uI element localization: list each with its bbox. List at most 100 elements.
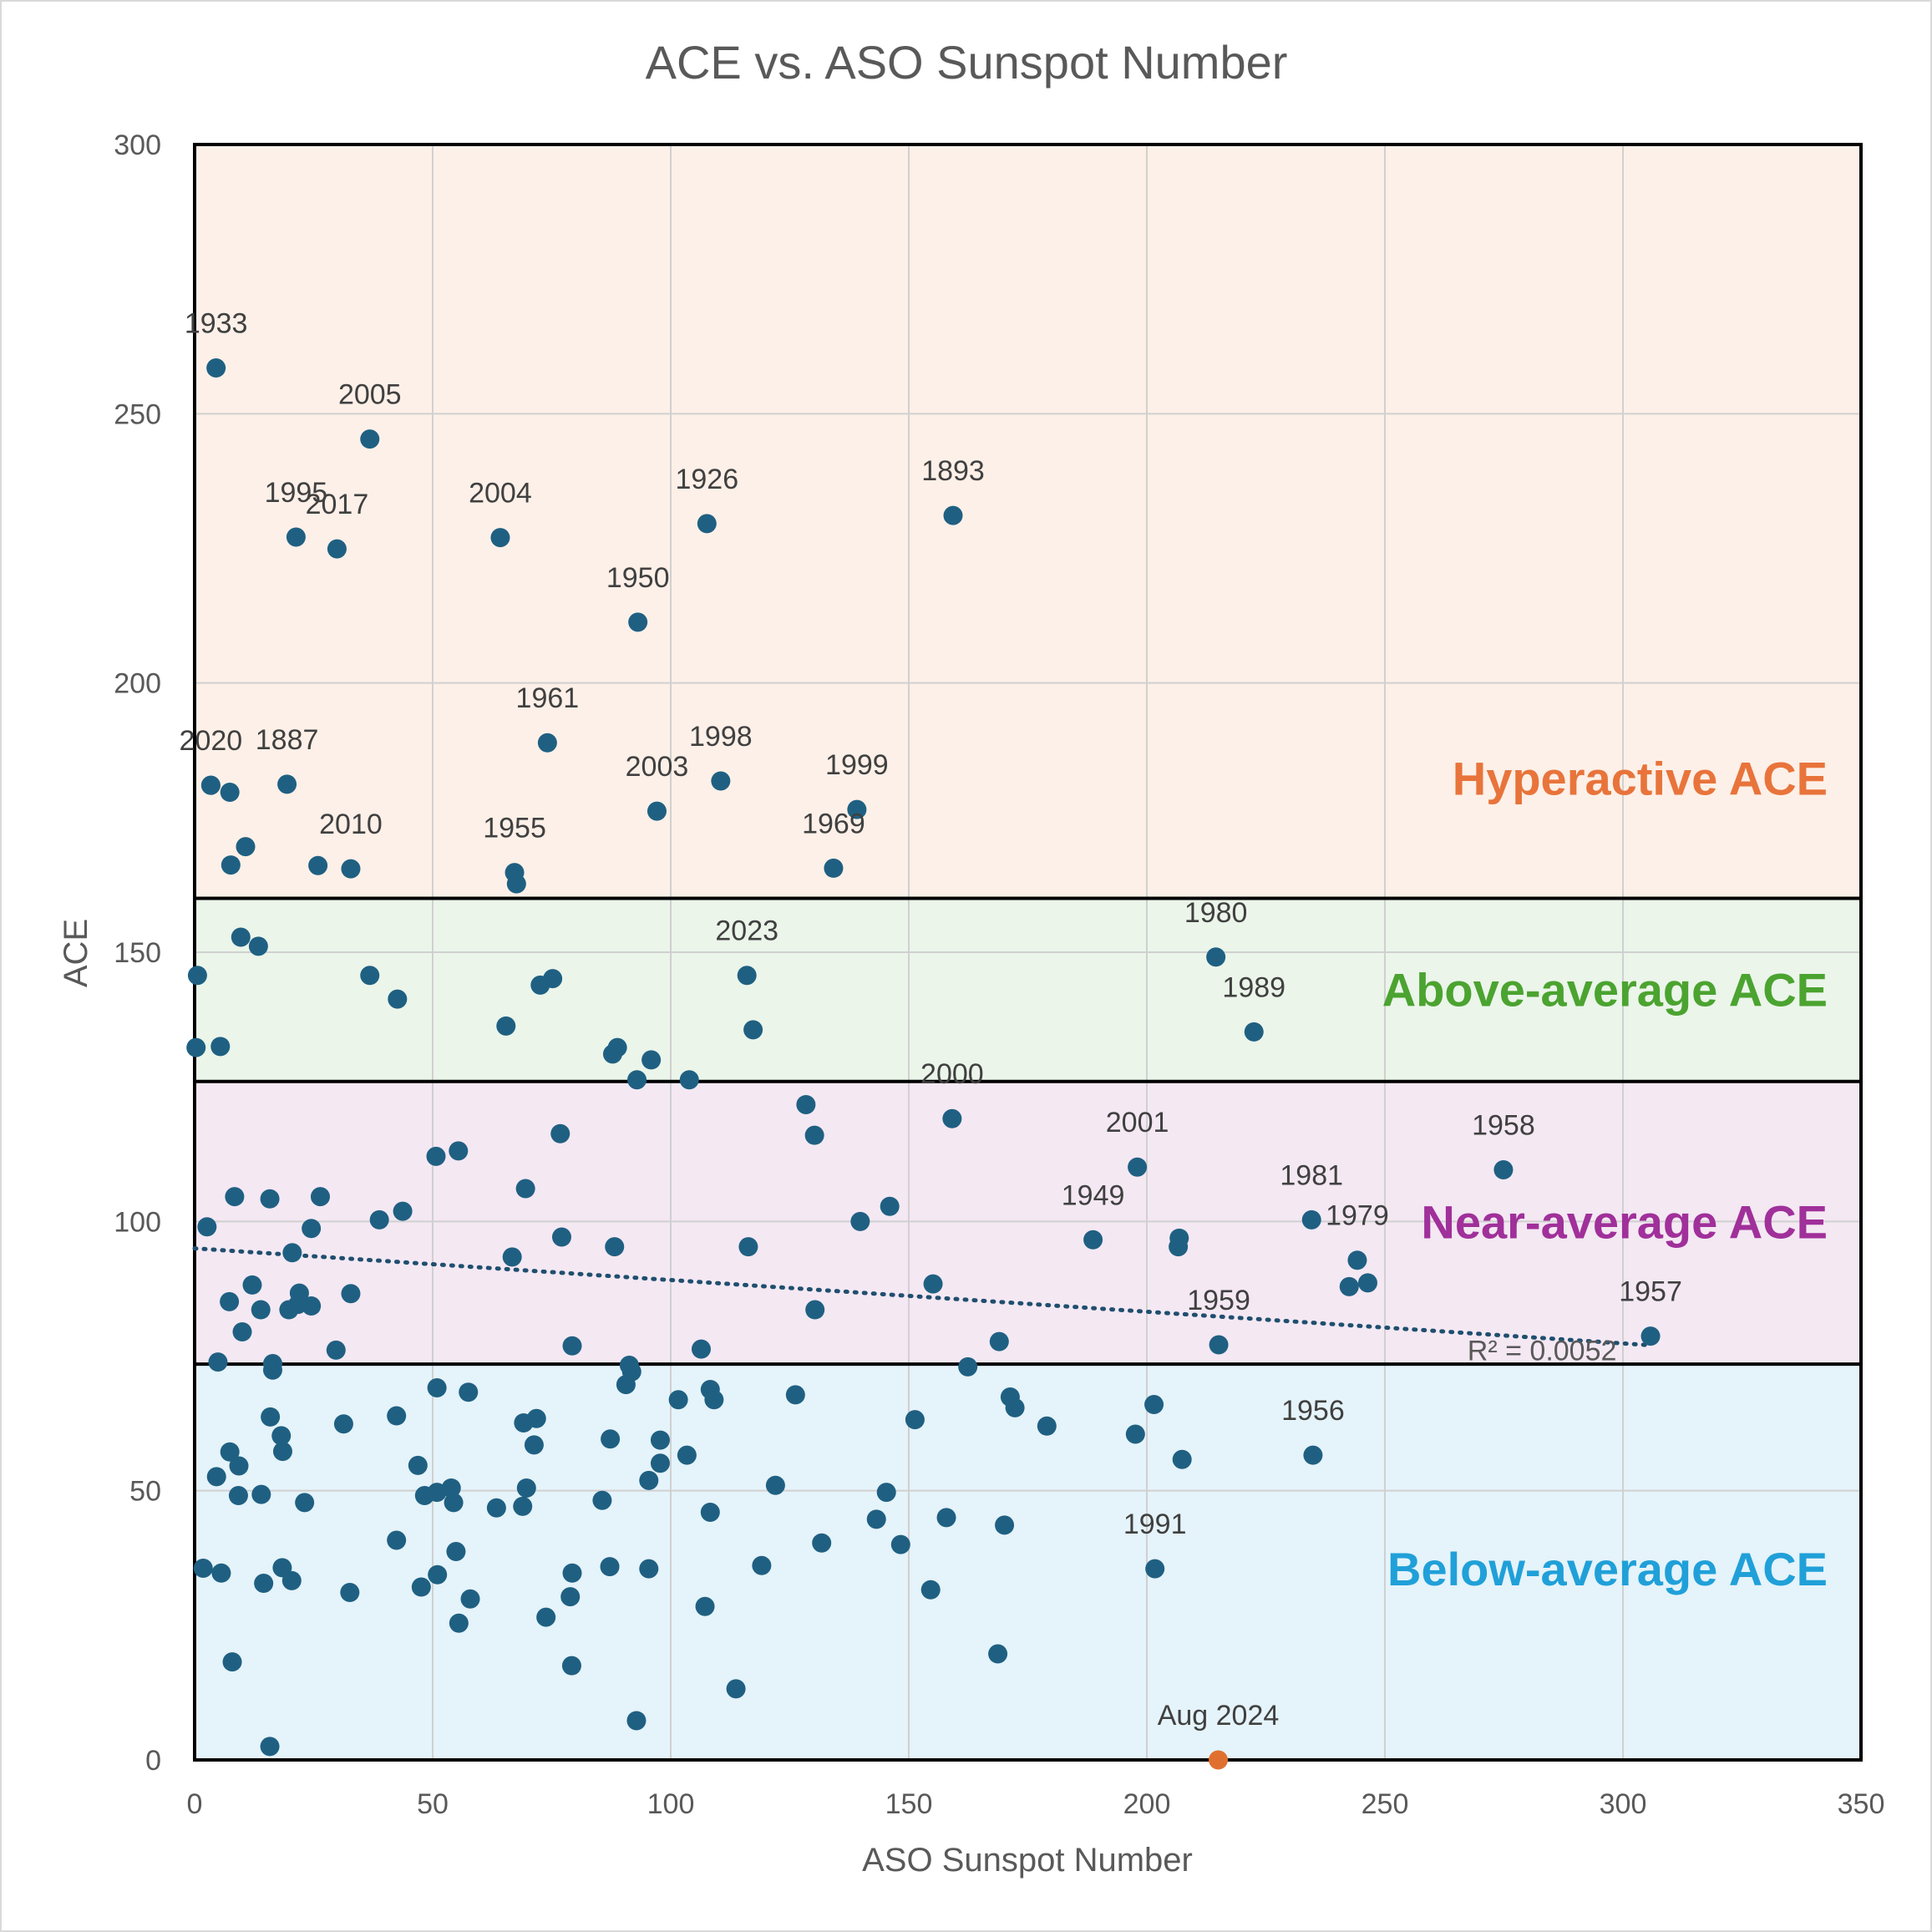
data-point bbox=[186, 1037, 206, 1057]
data-point bbox=[262, 1360, 282, 1380]
data-point bbox=[308, 855, 328, 875]
data-point bbox=[261, 1407, 281, 1427]
y-tick-100: 100 bbox=[114, 1206, 161, 1238]
point-label-1981: 1981 bbox=[1280, 1159, 1343, 1191]
data-point bbox=[1144, 1395, 1164, 1415]
point-label-2000: 2000 bbox=[920, 1058, 984, 1090]
point-label-2023: 2023 bbox=[715, 915, 778, 947]
data-point-1949 bbox=[1083, 1230, 1103, 1250]
data-point bbox=[248, 936, 268, 956]
data-point bbox=[411, 1577, 431, 1597]
x-tick-250: 250 bbox=[1362, 1788, 1409, 1820]
data-point bbox=[242, 1275, 262, 1295]
point-label-1955: 1955 bbox=[483, 813, 546, 844]
point-label-1995: 1995 bbox=[265, 477, 328, 509]
data-point bbox=[1169, 1237, 1189, 1257]
data-point bbox=[743, 1020, 763, 1040]
point-label-1950: 1950 bbox=[606, 562, 670, 594]
point-label-2003: 2003 bbox=[626, 751, 689, 783]
data-point bbox=[393, 1201, 413, 1221]
data-point bbox=[905, 1410, 925, 1430]
data-point bbox=[236, 837, 256, 857]
data-point bbox=[516, 1478, 536, 1498]
data-point bbox=[592, 1490, 612, 1510]
highlight-point bbox=[1209, 1750, 1228, 1770]
data-point-2010 bbox=[341, 859, 361, 879]
data-point-1961 bbox=[537, 733, 557, 753]
data-point-1981 bbox=[1301, 1209, 1321, 1230]
band-label-2: Near-average ACE bbox=[1421, 1195, 1828, 1248]
data-point bbox=[449, 1613, 469, 1633]
data-point-1989 bbox=[1244, 1022, 1264, 1042]
data-point-2023 bbox=[737, 966, 757, 986]
data-points bbox=[186, 358, 1661, 1770]
data-point bbox=[228, 1485, 248, 1505]
data-point bbox=[560, 1587, 581, 1607]
data-point bbox=[626, 1711, 647, 1731]
point-label-1969: 1969 bbox=[802, 808, 865, 839]
band-label-3: Below-average ACE bbox=[1387, 1543, 1828, 1595]
data-point bbox=[804, 1125, 824, 1145]
data-point bbox=[515, 1179, 535, 1199]
data-point bbox=[486, 1498, 506, 1518]
point-label-1956: 1956 bbox=[1281, 1395, 1345, 1427]
data-point bbox=[295, 1493, 315, 1513]
data-point bbox=[387, 1530, 407, 1550]
data-point bbox=[496, 1016, 516, 1036]
data-point-1969 bbox=[824, 858, 844, 878]
data-point bbox=[785, 1385, 805, 1405]
data-point-1998 bbox=[711, 771, 731, 791]
data-point bbox=[428, 1564, 448, 1585]
data-point bbox=[679, 1070, 699, 1090]
point-label-2020: 2020 bbox=[180, 725, 243, 757]
data-point bbox=[543, 969, 563, 989]
data-point-1957 bbox=[1640, 1326, 1661, 1346]
point-label-1926: 1926 bbox=[675, 464, 738, 495]
data-point bbox=[408, 1455, 428, 1475]
data-point bbox=[449, 1141, 469, 1161]
band-label-1: Above-average ACE bbox=[1382, 964, 1828, 1017]
data-point bbox=[650, 1453, 670, 1473]
data-point bbox=[272, 1442, 292, 1462]
data-point bbox=[602, 1044, 622, 1064]
data-point bbox=[601, 1429, 621, 1449]
x-tick-0: 0 bbox=[187, 1788, 203, 1820]
y-tick-labels: 0 50 100 150 200 250 300 bbox=[114, 129, 161, 1777]
y-tick-0: 0 bbox=[145, 1745, 161, 1777]
data-point-1926 bbox=[697, 514, 717, 534]
data-point-1955 bbox=[505, 863, 525, 883]
data-point bbox=[1005, 1397, 1025, 1417]
data-point bbox=[627, 1070, 647, 1090]
data-point bbox=[254, 1574, 274, 1594]
ace-bands bbox=[195, 145, 1861, 1760]
data-point-1991 bbox=[1145, 1559, 1165, 1579]
data-point bbox=[726, 1679, 746, 1699]
x-tick-300: 300 bbox=[1600, 1788, 1647, 1820]
data-point-1956 bbox=[1303, 1445, 1323, 1465]
data-point bbox=[876, 1483, 896, 1503]
data-point bbox=[220, 1442, 240, 1462]
point-label-1999: 1999 bbox=[825, 749, 889, 781]
data-point-2017 bbox=[327, 539, 347, 559]
data-point bbox=[738, 1237, 758, 1257]
data-point bbox=[193, 1558, 213, 1578]
data-point bbox=[1357, 1273, 1377, 1293]
data-point bbox=[704, 1390, 724, 1410]
data-point-1979 bbox=[1347, 1250, 1367, 1270]
data-point bbox=[369, 1209, 389, 1230]
y-tick-50: 50 bbox=[129, 1476, 161, 1508]
chart-title: ACE vs. ASO Sunspot Number bbox=[646, 36, 1288, 89]
data-point-2001 bbox=[1128, 1157, 1148, 1177]
data-point bbox=[639, 1470, 659, 1490]
data-point bbox=[551, 1227, 571, 1247]
data-point bbox=[562, 1563, 582, 1583]
data-point bbox=[206, 1467, 226, 1487]
data-point-1933 bbox=[206, 358, 226, 378]
data-point bbox=[326, 1340, 346, 1360]
data-point-2003 bbox=[647, 801, 667, 821]
data-point-2005 bbox=[360, 429, 380, 449]
x-tick-100: 100 bbox=[647, 1788, 695, 1820]
data-point bbox=[360, 966, 380, 986]
point-label-2005: 2005 bbox=[338, 379, 402, 411]
data-point bbox=[260, 1737, 280, 1757]
